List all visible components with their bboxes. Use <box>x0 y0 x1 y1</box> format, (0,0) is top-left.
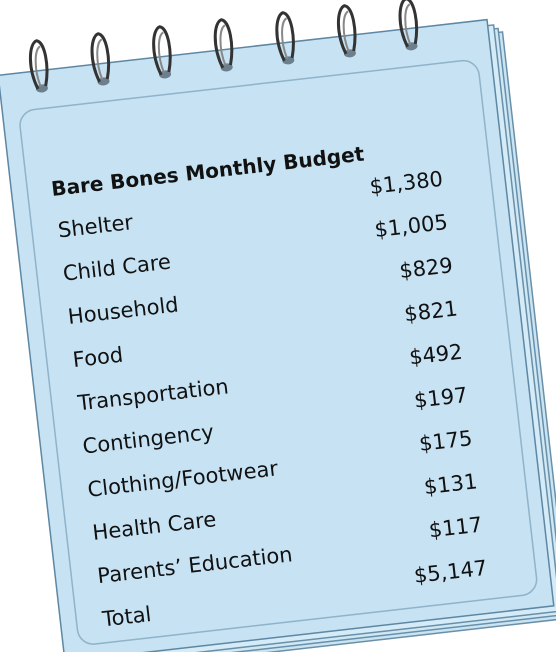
row-label: Total <box>100 602 152 632</box>
ring <box>152 25 172 76</box>
ring <box>96 38 104 80</box>
ring <box>404 3 412 45</box>
ring-hole <box>159 70 172 79</box>
ring <box>342 10 350 52</box>
ring <box>157 31 165 73</box>
ring <box>34 45 42 87</box>
ring-hole <box>405 42 418 51</box>
page <box>0 18 555 652</box>
page-border <box>19 59 538 645</box>
ring <box>336 4 357 55</box>
ring <box>281 17 289 59</box>
ring <box>275 11 295 62</box>
row-label: Food <box>72 343 125 373</box>
ring-hole <box>220 63 233 72</box>
ring <box>219 24 227 66</box>
ring-hole <box>282 56 295 65</box>
ring <box>213 18 234 69</box>
ring-hole <box>343 49 356 58</box>
spiral-rings <box>28 0 419 93</box>
ring <box>90 32 111 83</box>
ring-hole <box>35 84 48 93</box>
ring <box>28 39 49 90</box>
ring-hole <box>97 77 110 86</box>
ring <box>398 0 419 48</box>
